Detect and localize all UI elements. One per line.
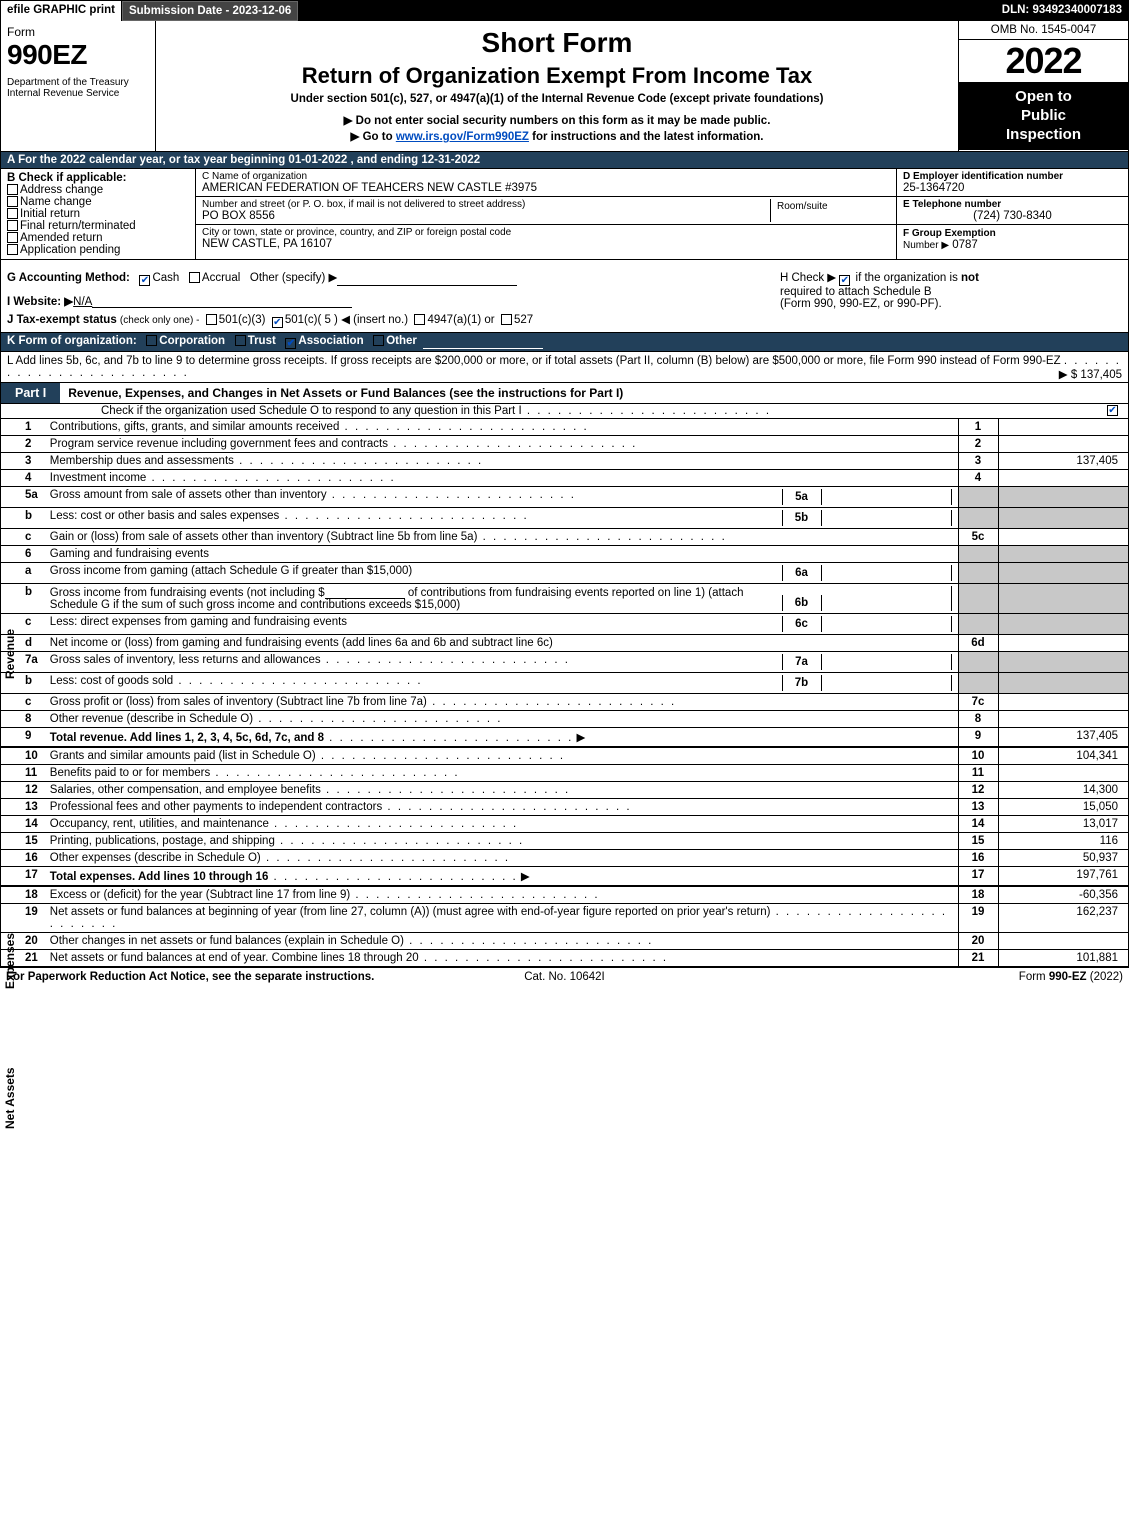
line11-amount [998, 765, 1128, 782]
chk-trust[interactable] [235, 335, 246, 346]
footer-form: Form 990-EZ (2022) [751, 971, 1123, 983]
part-i-title: Revenue, Expenses, and Changes in Net As… [60, 383, 1128, 403]
line7c-amount [998, 694, 1128, 711]
c-name-label: C Name of organization [202, 171, 890, 182]
lines-section: Revenue 1Contributions, gifts, grants, a… [1, 419, 1128, 967]
b-title: B Check if applicable: [7, 172, 189, 184]
website-value: N/A [73, 296, 92, 308]
chk-association[interactable] [285, 338, 296, 349]
chk-name-change[interactable]: Name change [7, 196, 189, 208]
d-label: D Employer identification number [903, 171, 1122, 182]
column-def: D Employer identification number 25-1364… [896, 169, 1128, 259]
goto-line: ▶ Go to www.irs.gov/Form990EZ for instru… [164, 129, 950, 143]
c-street-label: Number and street (or P. O. box, if mail… [202, 199, 770, 210]
short-form-title: Short Form [164, 27, 950, 59]
line12-amount: 14,300 [998, 782, 1128, 799]
line20-amount [998, 933, 1128, 950]
omb-number: OMB No. 1545-0047 [959, 21, 1128, 40]
chk-527[interactable] [501, 314, 512, 325]
chk-501c[interactable] [272, 317, 283, 328]
line5c-amount [998, 529, 1128, 546]
revenue-label: Revenue [3, 629, 17, 679]
subtitle: Under section 501(c), 527, or 4947(a)(1)… [164, 93, 950, 105]
chk-final-return[interactable]: Final return/terminated [7, 220, 189, 232]
line16-amount: 50,937 [998, 850, 1128, 867]
website-row: I Website: ▶N/A [7, 294, 772, 308]
dept-line1: Department of the Treasury [7, 77, 149, 88]
group-exemption-value: 0787 [952, 239, 978, 251]
chk-4947[interactable] [414, 314, 425, 325]
chk-cash[interactable] [139, 275, 150, 286]
part-i-tab: Part I [1, 383, 60, 403]
f-label: F Group Exemption [903, 228, 996, 239]
chk-address-change[interactable]: Address change [7, 184, 189, 196]
line4-amount [998, 470, 1128, 487]
row-gh: G Accounting Method: Cash Accrual Other … [1, 260, 1128, 333]
line10-amount: 104,341 [998, 748, 1128, 765]
line8-amount [998, 711, 1128, 728]
dln-label: DLN: 93492340007183 [996, 1, 1128, 21]
return-title: Return of Organization Exempt From Incom… [164, 63, 950, 89]
gross-receipts: ▶ $ 137,405 [1059, 367, 1122, 381]
part-i-header: Part I Revenue, Expenses, and Changes in… [1, 383, 1128, 404]
submission-date: Submission Date - 2023-12-06 [122, 1, 298, 21]
e-label: E Telephone number [903, 199, 1122, 210]
room-label: Room/suite [777, 201, 884, 212]
row-k: K Form of organization: Corporation Trus… [1, 333, 1128, 352]
chk-corporation[interactable] [146, 335, 157, 346]
line18-amount: -60,356 [998, 887, 1128, 904]
expenses-label: Expenses [3, 933, 17, 989]
net-assets-label: Net Assets [3, 1067, 17, 1129]
line17-amount: 197,761 [998, 867, 1128, 886]
tax-year: 2022 [959, 40, 1128, 82]
row-a-tax-year: A For the 2022 calendar year, or tax yea… [1, 152, 1128, 169]
line2-amount [998, 436, 1128, 453]
chk-amended-return[interactable]: Amended return [7, 232, 189, 244]
phone-value: (724) 730-8340 [903, 210, 1122, 222]
c-city-label: City or town, state or province, country… [202, 227, 890, 238]
chk-schedule-o[interactable] [1107, 405, 1118, 416]
column-c: C Name of organization AMERICAN FEDERATI… [196, 169, 896, 259]
section-bcdef: B Check if applicable: Address change Na… [1, 169, 1128, 260]
line13-amount: 15,050 [998, 799, 1128, 816]
form-header: Form 990EZ Department of the Treasury In… [1, 21, 1128, 152]
chk-other-org[interactable] [373, 335, 384, 346]
row-l: L Add lines 5b, 6c, and 7b to line 9 to … [1, 352, 1128, 383]
h-schedule-b: H Check ▶ if the organization is not req… [772, 270, 1122, 328]
line14-amount: 13,017 [998, 816, 1128, 833]
ein-value: 25-1364720 [903, 182, 1122, 194]
chk-initial-return[interactable]: Initial return [7, 208, 189, 220]
accounting-method: G Accounting Method: Cash Accrual Other … [7, 270, 772, 286]
page-footer: For Paperwork Reduction Act Notice, see … [0, 968, 1129, 986]
tax-exempt-status: J Tax-exempt status (check only one) - 5… [7, 312, 772, 328]
chk-accrual[interactable] [189, 272, 200, 283]
form-number: 990EZ [7, 39, 149, 71]
line3-amount: 137,405 [998, 453, 1128, 470]
part-i-sub: Check if the organization used Schedule … [1, 404, 1128, 419]
org-street: PO BOX 8556 [202, 210, 770, 222]
f-label2: Number ▶ [903, 240, 949, 251]
chk-application-pending[interactable]: Application pending [7, 244, 189, 256]
line1-amount [998, 419, 1128, 436]
org-city: NEW CASTLE, PA 16107 [202, 238, 890, 250]
footer-left: For Paperwork Reduction Act Notice, see … [6, 971, 374, 983]
chk-501c3[interactable] [206, 314, 217, 325]
irs-link[interactable]: www.irs.gov/Form990EZ [396, 131, 529, 143]
line19-amount: 162,237 [998, 904, 1128, 933]
ssn-warning: ▶ Do not enter social security numbers o… [164, 113, 950, 127]
column-b: B Check if applicable: Address change Na… [1, 169, 196, 259]
line6d-amount [998, 635, 1128, 652]
line15-amount: 116 [998, 833, 1128, 850]
chk-schedule-b[interactable] [839, 275, 850, 286]
dept-line2: Internal Revenue Service [7, 88, 149, 99]
efile-label: efile GRAPHIC print [1, 1, 122, 21]
org-name: AMERICAN FEDERATION OF TEAHCERS NEW CAST… [202, 182, 890, 194]
footer-catno: Cat. No. 10642I [378, 971, 750, 983]
line21-amount: 101,881 [998, 950, 1128, 967]
line9-amount: 137,405 [998, 728, 1128, 747]
open-inspection-badge: Open to Public Inspection [959, 82, 1128, 150]
form-word: Form [7, 25, 149, 39]
top-bar: efile GRAPHIC print Submission Date - 20… [1, 1, 1128, 21]
